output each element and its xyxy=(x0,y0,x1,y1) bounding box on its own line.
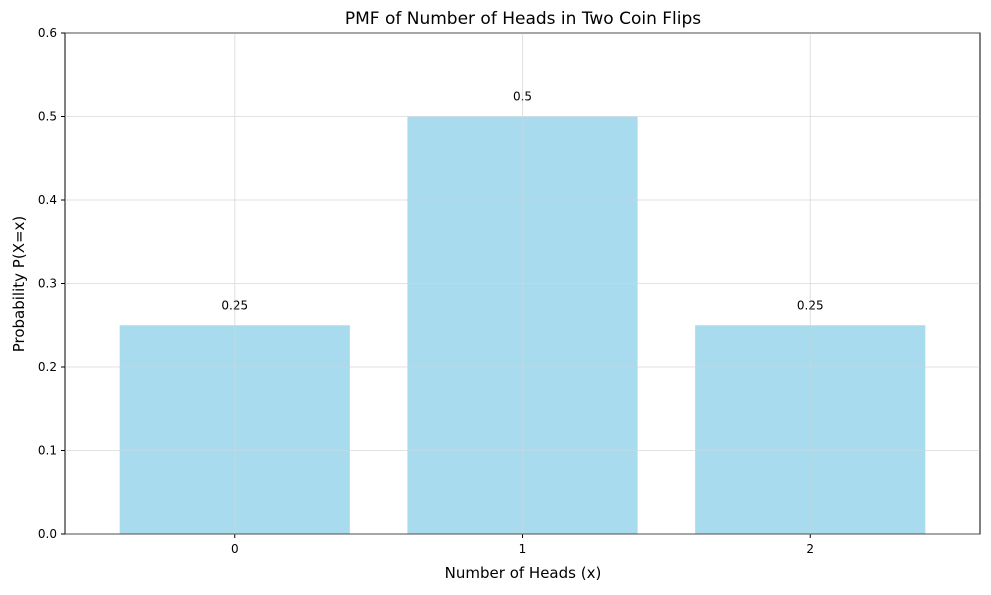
data-label: 0.25 xyxy=(221,298,248,312)
x-tick-label: 1 xyxy=(519,542,527,556)
data-label: 0.5 xyxy=(513,90,532,104)
y-tick-label: 0.1 xyxy=(38,444,57,458)
bar-2 xyxy=(695,325,926,534)
y-tick-label: 0.2 xyxy=(38,360,57,374)
y-tick-label: 0.6 xyxy=(38,26,57,40)
bars-layer xyxy=(119,116,926,534)
y-tick-label: 0.4 xyxy=(38,193,57,207)
bar-0 xyxy=(119,325,350,534)
plot-frame xyxy=(64,32,981,535)
y-tick-label: 0.0 xyxy=(38,527,57,541)
y-tick-label: 0.3 xyxy=(38,277,57,291)
bar-1 xyxy=(407,116,638,534)
chart-title: PMF of Number of Heads in Two Coin Flips xyxy=(345,9,701,29)
data-label: 0.25 xyxy=(797,298,824,312)
axes-layer xyxy=(61,32,981,538)
y-tick-label: 0.5 xyxy=(38,110,57,124)
y-axis-label: Probability P(X=x) xyxy=(10,216,28,353)
x-tick-label: 0 xyxy=(231,542,239,556)
x-tick-label: 2 xyxy=(806,542,814,556)
labels-layer: 0.0 0.1 0.2 0.3 0.4 0.5 0.6 0.25 0.5 0.25 0 1 2 xyxy=(38,26,980,556)
x-axis-label: Number of Heads (x) xyxy=(445,564,602,582)
